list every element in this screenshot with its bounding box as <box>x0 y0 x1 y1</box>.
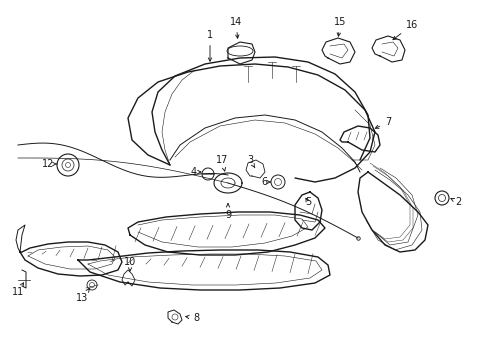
Text: 7: 7 <box>375 117 390 128</box>
Text: 10: 10 <box>123 257 136 271</box>
Text: 15: 15 <box>333 17 346 36</box>
Text: 14: 14 <box>229 17 242 38</box>
Text: 9: 9 <box>224 204 231 220</box>
Text: 6: 6 <box>261 177 270 187</box>
Text: 12: 12 <box>42 159 57 169</box>
Text: 5: 5 <box>304 197 310 207</box>
Text: 1: 1 <box>206 30 213 61</box>
Text: 3: 3 <box>246 155 254 168</box>
Text: 17: 17 <box>215 155 228 171</box>
Text: 4: 4 <box>190 167 201 177</box>
Text: 16: 16 <box>392 20 417 40</box>
Text: 13: 13 <box>76 288 90 303</box>
Text: 11: 11 <box>12 283 24 297</box>
Text: 2: 2 <box>450 197 460 207</box>
Text: 8: 8 <box>185 313 199 323</box>
